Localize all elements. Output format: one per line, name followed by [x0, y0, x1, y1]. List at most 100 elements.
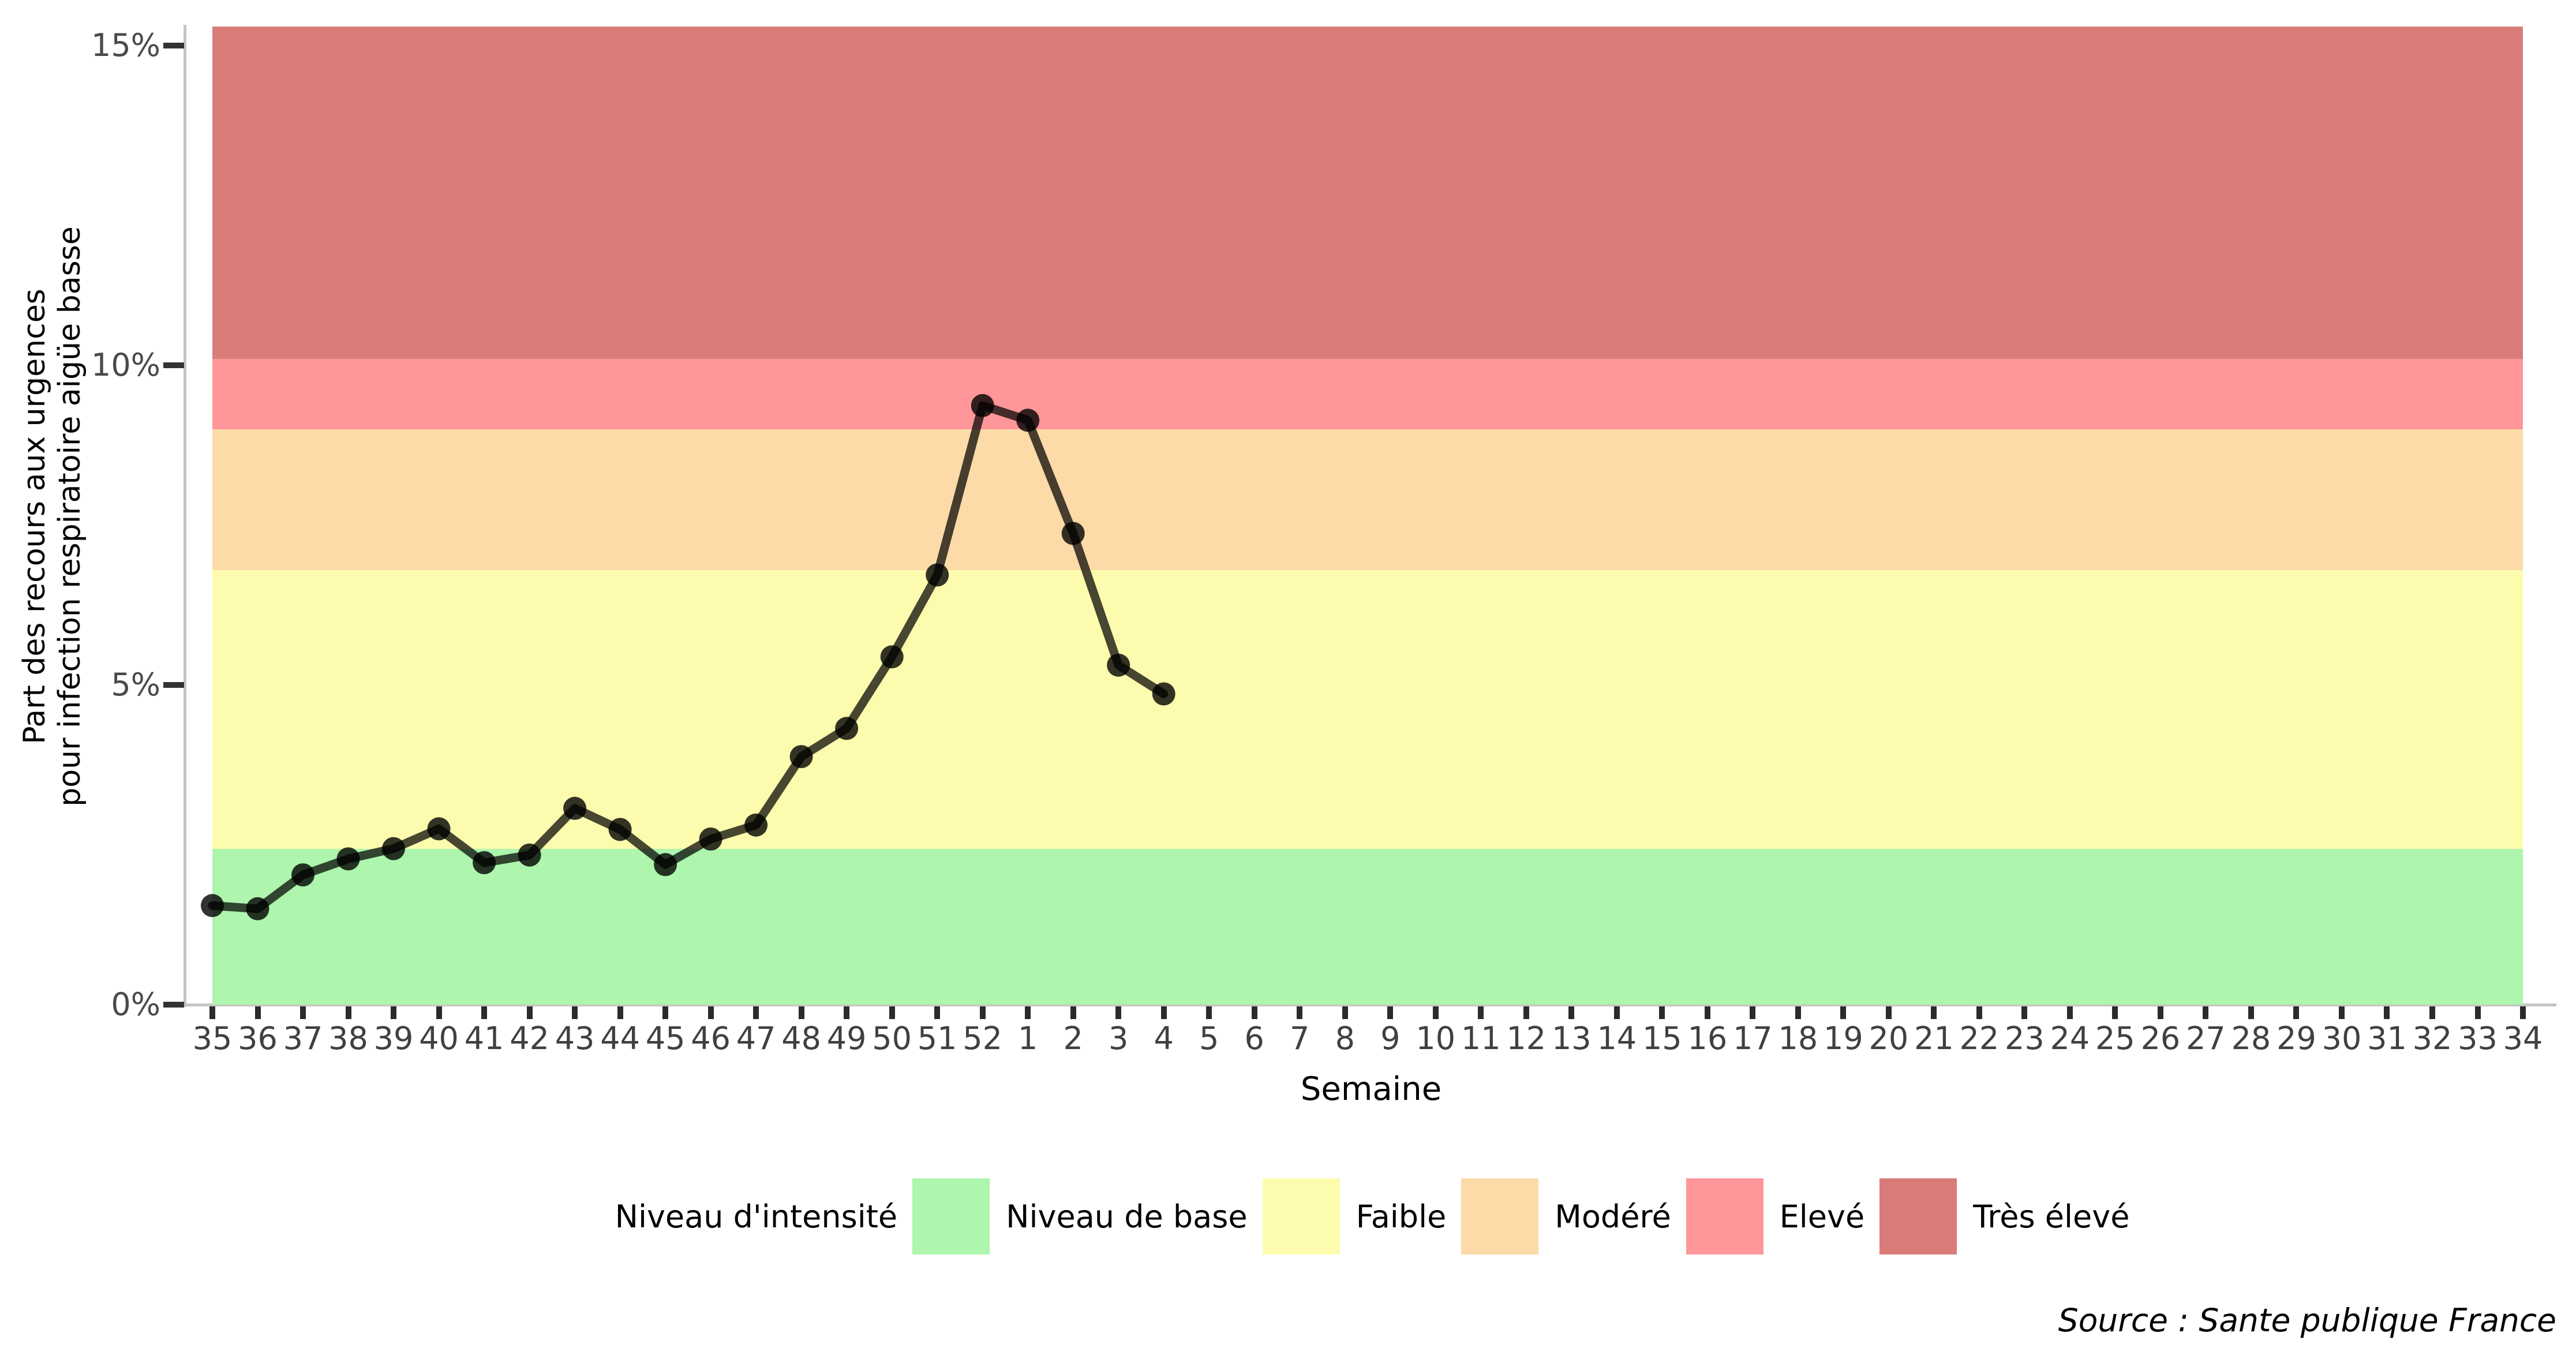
- x-tick-mark: [2066, 1006, 2073, 1019]
- x-tick-mark: [572, 1006, 578, 1019]
- x-tick-label: 12: [1506, 1020, 1547, 1057]
- x-tick-mark: [300, 1006, 306, 1019]
- legend-label: Niveau de base: [1006, 1198, 1248, 1235]
- x-tick-mark: [1206, 1006, 1212, 1019]
- x-tick-label: 21: [1914, 1020, 1954, 1057]
- x-tick-label: 18: [1778, 1020, 1818, 1057]
- x-tick-label: 48: [781, 1020, 821, 1057]
- x-tick-mark: [1070, 1006, 1076, 1019]
- y-tick-label: 15%: [91, 27, 160, 63]
- x-tick-mark: [1613, 1006, 1620, 1019]
- data-point-week-49: [835, 717, 859, 740]
- x-tick-label: 47: [736, 1020, 776, 1057]
- x-tick-mark: [1704, 1006, 1710, 1019]
- x-tick-mark: [1342, 1006, 1348, 1019]
- x-tick-mark: [1251, 1006, 1257, 1019]
- legend-swatch: [1879, 1178, 1957, 1255]
- source-note: Source : Sante publique France: [2058, 1302, 2556, 1339]
- data-point-week-51: [926, 563, 949, 587]
- x-tick-mark: [1931, 1006, 1937, 1019]
- x-tick-label: 3: [1109, 1020, 1129, 1057]
- data-point-week-42: [518, 843, 541, 867]
- x-tick-label: 31: [2367, 1020, 2407, 1057]
- x-tick-label: 49: [826, 1020, 867, 1057]
- legend-swatch: [1686, 1178, 1763, 1255]
- y-axis-line: [184, 25, 186, 1007]
- y-tick-mark: [163, 43, 184, 48]
- data-point-week-48: [789, 745, 813, 769]
- x-tick-label: 44: [600, 1020, 640, 1057]
- data-point-week-39: [382, 837, 405, 860]
- data-point-week-4: [1152, 682, 1175, 706]
- y-tick-label: 0%: [111, 986, 160, 1023]
- x-tick-mark: [2248, 1006, 2254, 1019]
- data-point-week-1: [1016, 409, 1040, 432]
- x-tick-label: 28: [2231, 1020, 2271, 1057]
- x-tick-mark: [2112, 1006, 2118, 1019]
- legend-label: Faible: [1356, 1198, 1447, 1235]
- data-point-week-2: [1061, 522, 1085, 545]
- x-tick-mark: [2157, 1006, 2163, 1019]
- x-tick-mark: [1115, 1006, 1122, 1019]
- legend: Niveau d'intensité Niveau de base Faible M…: [186, 1176, 2559, 1257]
- legend-item-tr-s-lev-: Très élevé: [1879, 1178, 2129, 1255]
- x-tick-mark: [617, 1006, 623, 1019]
- x-tick-mark: [1297, 1006, 1303, 1019]
- x-tick-label: 16: [1687, 1020, 1728, 1057]
- x-tick-mark: [662, 1006, 669, 1019]
- x-tick-mark: [2021, 1006, 2028, 1019]
- x-tick-label: 45: [645, 1020, 686, 1057]
- x-tick-label: 1: [1017, 1020, 1038, 1057]
- band-mod-r-: [212, 429, 2523, 570]
- x-tick-label: 26: [2140, 1020, 2181, 1057]
- x-tick-label: 51: [917, 1020, 957, 1057]
- x-tick-label: 8: [1335, 1020, 1355, 1057]
- x-tick-label: 6: [1244, 1020, 1264, 1057]
- data-point-week-47: [744, 813, 768, 837]
- x-tick-label: 50: [872, 1020, 912, 1057]
- legend-title: Niveau d'intensité: [615, 1198, 898, 1235]
- x-tick-mark: [2429, 1006, 2435, 1019]
- x-tick-label: 7: [1290, 1020, 1310, 1057]
- series-line: [208, 401, 1169, 913]
- x-tick-mark: [2293, 1006, 2300, 1019]
- x-tick-label: 14: [1597, 1020, 1637, 1057]
- x-tick-mark: [481, 1006, 488, 1019]
- data-point-week-45: [654, 853, 677, 877]
- x-tick-label: 30: [2322, 1020, 2362, 1057]
- x-tick-mark: [934, 1006, 941, 1019]
- x-tick-label: 11: [1461, 1020, 1501, 1057]
- x-tick-label: 39: [373, 1020, 414, 1057]
- x-tick-label: 15: [1642, 1020, 1682, 1057]
- x-tick-label: 19: [1824, 1020, 1863, 1057]
- legend-item-mod-r-: Modéré: [1461, 1178, 1671, 1255]
- band-elev-: [212, 358, 2523, 429]
- data-point-week-41: [473, 851, 496, 874]
- legend-item-faible: Faible: [1262, 1178, 1447, 1255]
- x-tick-mark: [979, 1006, 986, 1019]
- data-point-week-38: [336, 847, 360, 871]
- y-tick-mark: [163, 362, 184, 368]
- x-tick-mark: [1568, 1006, 1575, 1019]
- x-tick-mark: [1795, 1006, 1801, 1019]
- x-tick-mark: [1750, 1006, 1756, 1019]
- x-tick-label: 46: [691, 1020, 731, 1057]
- x-tick-mark: [2520, 1006, 2526, 1019]
- x-tick-label: 37: [283, 1020, 323, 1057]
- x-tick-label: 42: [510, 1020, 549, 1057]
- x-tick-mark: [254, 1006, 261, 1019]
- data-point-week-37: [291, 863, 314, 887]
- x-tick-mark: [1160, 1006, 1167, 1019]
- x-tick-label: 2: [1063, 1020, 1083, 1057]
- x-tick-label: 41: [464, 1020, 504, 1057]
- data-point-week-40: [427, 817, 451, 841]
- x-tick-mark: [391, 1006, 397, 1019]
- x-tick-mark: [526, 1006, 533, 1019]
- legend-swatch: [1262, 1178, 1340, 1255]
- x-tick-label: 34: [2503, 1020, 2543, 1057]
- legend-item-niveau-de-base: Niveau de base: [912, 1178, 1248, 1255]
- x-tick-label: 33: [2458, 1020, 2498, 1057]
- x-tick-mark: [1976, 1006, 1982, 1019]
